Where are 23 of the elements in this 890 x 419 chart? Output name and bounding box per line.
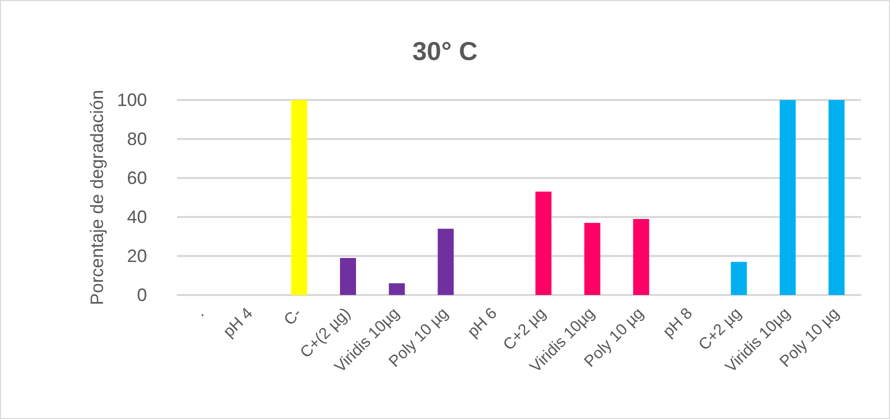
bar <box>584 222 600 295</box>
chart-title: 30° C <box>412 36 478 66</box>
y-tick-label: 40 <box>126 207 147 227</box>
x-tick-label: . <box>192 304 208 320</box>
x-tick-label: C- <box>281 304 306 329</box>
bar <box>438 228 454 295</box>
bar <box>535 192 552 295</box>
y-tick-label: 20 <box>126 246 147 266</box>
bar <box>388 283 405 295</box>
bar <box>291 100 308 295</box>
x-tick-label: pH 8 <box>660 304 696 341</box>
y-tick-label: 100 <box>116 90 147 110</box>
y-tick-label: 0 <box>136 285 147 305</box>
bar <box>828 100 845 295</box>
bar <box>780 100 796 295</box>
x-tick-label: pH 6 <box>464 304 501 341</box>
bar <box>340 258 356 295</box>
y-tick-label: 60 <box>126 168 147 188</box>
x-tick-label: pH 4 <box>220 304 256 341</box>
bar <box>633 218 650 295</box>
y-axis-title: Porcentaje de degradación <box>87 90 108 306</box>
y-tick-label: 80 <box>126 129 147 149</box>
bar <box>730 262 747 295</box>
